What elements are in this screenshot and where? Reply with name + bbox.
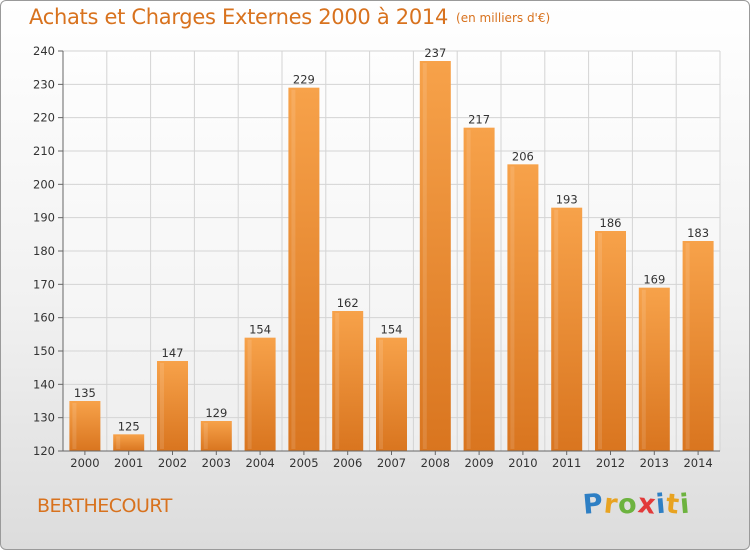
data-label: 206 bbox=[512, 149, 534, 163]
data-label: 237 bbox=[424, 46, 446, 60]
x-tick-label: 2001 bbox=[114, 456, 143, 470]
chart-title-text: Achats et Charges Externes 2000 à 2014 bbox=[29, 5, 449, 29]
x-tick-label: 2013 bbox=[640, 456, 669, 470]
bar-highlight bbox=[335, 313, 340, 449]
axes: 120 130 140 150 160 170 180 190 200 210 220 230 240 2… bbox=[33, 44, 720, 470]
x-tick-label: 2011 bbox=[552, 456, 581, 470]
bar bbox=[244, 337, 276, 451]
x-tick-label: 2009 bbox=[464, 456, 493, 470]
x-tick-label: 2012 bbox=[596, 456, 625, 470]
x-tick-label: 2008 bbox=[421, 456, 450, 470]
x-tick-label: 2014 bbox=[683, 456, 712, 470]
bar bbox=[419, 61, 451, 451]
proxiti-logo: Proxiti bbox=[581, 488, 692, 521]
bar-highlight bbox=[379, 339, 383, 449]
bar bbox=[507, 164, 539, 452]
bar-highlight bbox=[641, 289, 646, 449]
bar bbox=[682, 241, 714, 451]
y-tick-label: 200 bbox=[33, 177, 55, 191]
data-labels: 135 125 147 129 154 229 162 154 237 217 206 193 186 1… bbox=[74, 46, 709, 433]
x-tick-label: 2010 bbox=[508, 456, 537, 470]
data-label: 154 bbox=[381, 323, 403, 337]
bar bbox=[113, 434, 145, 451]
y-tick-label: 170 bbox=[33, 277, 55, 291]
bar bbox=[288, 87, 320, 452]
data-label: 186 bbox=[600, 216, 622, 230]
bar-highlight bbox=[466, 129, 471, 449]
bar bbox=[332, 311, 364, 451]
y-tick-label: 150 bbox=[33, 344, 55, 358]
x-tick-label: 2000 bbox=[70, 456, 99, 470]
data-label: 135 bbox=[74, 386, 96, 400]
bar-highlight bbox=[291, 89, 296, 450]
chart-title: Achats et Charges Externes 2000 à 2014 (e… bbox=[29, 5, 550, 29]
bar-highlight bbox=[160, 363, 164, 449]
y-tick-label: 190 bbox=[33, 211, 55, 225]
bar bbox=[595, 231, 626, 451]
data-label: 183 bbox=[687, 226, 709, 240]
bar bbox=[200, 421, 232, 451]
y-tick-label: 210 bbox=[33, 144, 55, 158]
data-label: 193 bbox=[556, 193, 578, 207]
chart-unit: (en milliers d'€) bbox=[456, 11, 551, 25]
bar-highlight bbox=[554, 209, 559, 449]
bar bbox=[376, 337, 407, 451]
commune-name: BERTHECOURT bbox=[37, 495, 172, 517]
bar-highlight bbox=[598, 233, 602, 449]
bar bbox=[638, 287, 670, 451]
y-tick-label: 140 bbox=[33, 377, 55, 391]
y-tick-label: 230 bbox=[33, 77, 55, 91]
x-tick-label: 2003 bbox=[202, 456, 231, 470]
x-tick-label: 2004 bbox=[245, 456, 274, 470]
bar bbox=[463, 127, 495, 452]
data-label: 229 bbox=[293, 73, 315, 87]
bar-highlight bbox=[203, 423, 208, 449]
data-label: 129 bbox=[205, 406, 227, 420]
x-tick-label: 2007 bbox=[377, 456, 406, 470]
bar-highlight bbox=[116, 436, 121, 449]
y-tick-label: 120 bbox=[33, 444, 55, 458]
y-tick-label: 240 bbox=[33, 44, 55, 58]
bar bbox=[69, 401, 101, 451]
y-tick-label: 160 bbox=[33, 311, 55, 325]
data-label: 217 bbox=[468, 113, 490, 127]
bar-highlight bbox=[72, 403, 77, 449]
data-label: 162 bbox=[337, 296, 359, 310]
bar bbox=[551, 207, 583, 451]
data-label: 147 bbox=[162, 346, 184, 360]
bar-highlight bbox=[247, 339, 252, 449]
y-tick-label: 220 bbox=[33, 111, 55, 125]
bar bbox=[157, 361, 188, 451]
data-label: 169 bbox=[643, 273, 665, 287]
data-label: 125 bbox=[118, 419, 140, 433]
bar-highlight bbox=[510, 166, 515, 450]
bar-highlight bbox=[422, 63, 427, 449]
x-tick-label: 2005 bbox=[289, 456, 318, 470]
bar-highlight bbox=[685, 243, 690, 449]
logo-letter: i bbox=[678, 488, 692, 521]
bars bbox=[69, 61, 714, 452]
y-tick-label: 130 bbox=[33, 411, 55, 425]
logo-letter: P bbox=[581, 488, 606, 521]
data-label: 154 bbox=[249, 323, 271, 337]
y-tick-label: 180 bbox=[33, 244, 55, 258]
x-tick-label: 2002 bbox=[158, 456, 187, 470]
x-tick-label: 2006 bbox=[333, 456, 362, 470]
